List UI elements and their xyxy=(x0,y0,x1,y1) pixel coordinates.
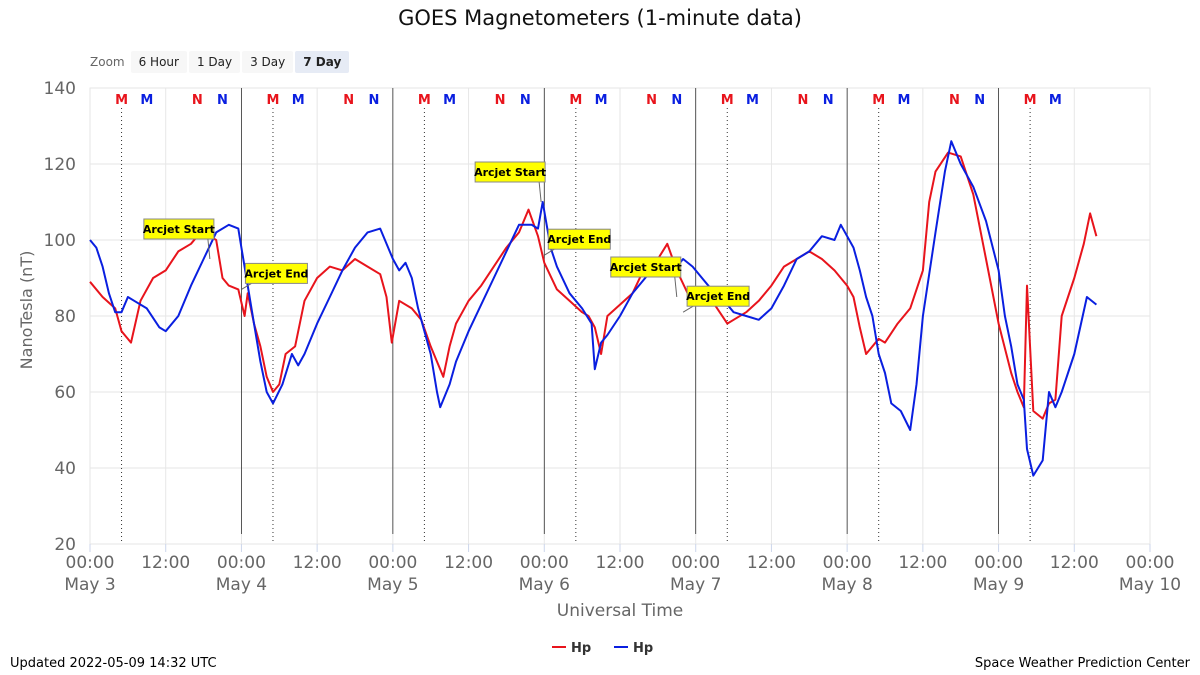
x-tick-date-label: May 5 xyxy=(367,575,418,595)
event-marker-label: M xyxy=(140,93,153,108)
event-marker-label: M xyxy=(746,93,759,108)
event-marker-label: N xyxy=(949,93,960,108)
y-axis-label: NanoTesla (nT) xyxy=(17,251,36,370)
annotation-box xyxy=(244,262,308,284)
x-tick-label: 00:00 xyxy=(368,553,417,573)
annotation-connector xyxy=(207,238,211,260)
x-tick-label: 00:00 xyxy=(974,553,1023,573)
y-tick-label: 120 xyxy=(44,155,76,175)
event-marker-label: N xyxy=(343,93,354,108)
event-marker-label: M xyxy=(721,93,734,108)
annotation-box xyxy=(474,161,546,183)
event-marker-label: N xyxy=(823,93,834,108)
annotation-label: Arcjet End xyxy=(244,267,308,280)
annotation-connector xyxy=(538,181,542,203)
y-tick-label: 20 xyxy=(54,535,76,555)
plot-frame xyxy=(89,87,1151,545)
x-axis-label: Universal Time xyxy=(557,601,683,621)
annotation-box xyxy=(610,256,682,278)
x-tick-label: 12:00 xyxy=(293,553,342,573)
x-tick-label: 00:00 xyxy=(823,553,872,573)
zoom-7-day-button[interactable]: 7 Day xyxy=(295,51,350,73)
x-tick-label: 00:00 xyxy=(671,553,720,573)
event-marker-label: N xyxy=(217,93,228,108)
annotation-label: Arcjet End xyxy=(686,290,750,303)
x-tick-date-label: May 10 xyxy=(1119,575,1181,595)
series-line-blue xyxy=(89,140,1098,477)
event-marker-label: M xyxy=(115,93,128,108)
event-marker-label: M xyxy=(292,93,305,108)
event-marker-label: N xyxy=(974,93,985,108)
x-tick-label: 00:00 xyxy=(66,553,115,573)
legend-item-label: Hp xyxy=(571,641,591,656)
annotation-connector xyxy=(241,282,252,290)
event-marker-label: M xyxy=(1049,93,1062,108)
x-tick-date-label: May 3 xyxy=(64,575,115,595)
annotation-connector xyxy=(544,248,555,256)
annotation-label: Arcjet Start xyxy=(610,261,682,274)
annotation-label: Arcjet End xyxy=(547,233,611,246)
x-tick-date-label: May 9 xyxy=(973,575,1024,595)
annotation-connector xyxy=(682,305,694,313)
x-tick-date-label: May 6 xyxy=(519,575,570,595)
event-marker-label: M xyxy=(443,93,456,108)
event-marker-label: M xyxy=(595,93,608,108)
event-marker-label: M xyxy=(418,93,431,108)
updated-timestamp: Updated 2022-05-09 14:32 UTC xyxy=(10,656,217,671)
zoom-label: Zoom xyxy=(90,55,125,69)
y-tick-label: 40 xyxy=(54,459,76,479)
event-marker-label: M xyxy=(897,93,910,108)
annotation-connector xyxy=(674,276,678,298)
event-marker-label: N xyxy=(495,93,506,108)
zoom-6-hour-button[interactable]: 6 Hour xyxy=(130,51,187,73)
zoom-3-day-button[interactable]: 3 Day xyxy=(242,51,294,73)
legend-item-label: Hp xyxy=(633,641,653,656)
event-marker-label: N xyxy=(798,93,809,108)
x-tick-date-label: May 8 xyxy=(821,575,872,595)
event-marker-label: N xyxy=(368,93,379,108)
x-tick-label: 12:00 xyxy=(747,553,796,573)
x-tick-label: 12:00 xyxy=(596,553,645,573)
event-marker-label: M xyxy=(872,93,885,108)
x-tick-label: 12:00 xyxy=(141,553,190,573)
annotation-label: Arcjet Start xyxy=(143,223,215,236)
x-tick-label: 00:00 xyxy=(520,553,569,573)
series-line-red xyxy=(89,151,1098,420)
x-tick-label: 00:00 xyxy=(217,553,266,573)
annotation-label: Arcjet Start xyxy=(474,166,546,179)
event-marker-label: M xyxy=(267,93,280,108)
x-tick-label: 12:00 xyxy=(1050,553,1099,573)
event-marker-label: N xyxy=(192,93,203,108)
event-marker-label: N xyxy=(646,93,657,108)
annotation-box xyxy=(547,228,611,250)
event-marker-label: N xyxy=(520,93,531,108)
x-tick-label: 12:00 xyxy=(444,553,493,573)
y-tick-label: 60 xyxy=(54,383,76,403)
chart-title: GOES Magnetometers (1-minute data) xyxy=(398,6,802,30)
x-tick-date-label: May 4 xyxy=(216,575,267,595)
event-marker-label: M xyxy=(569,93,582,108)
zoom-1-day-button[interactable]: 1 Day xyxy=(188,51,241,73)
x-tick-date-label: May 7 xyxy=(670,575,721,595)
annotation-box xyxy=(143,218,215,240)
event-marker-label: M xyxy=(1024,93,1037,108)
y-tick-label: 140 xyxy=(44,79,76,99)
y-tick-label: 100 xyxy=(44,231,76,251)
x-tick-label: 00:00 xyxy=(1126,553,1175,573)
annotation-box xyxy=(686,285,750,307)
event-marker-label: N xyxy=(671,93,682,108)
zoom-bar: Zoom 6 Hour 1 Day 3 Day 7 Day xyxy=(90,50,351,74)
credit-text: Space Weather Prediction Center xyxy=(974,656,1190,671)
y-tick-label: 80 xyxy=(54,307,76,327)
x-tick-label: 12:00 xyxy=(898,553,947,573)
